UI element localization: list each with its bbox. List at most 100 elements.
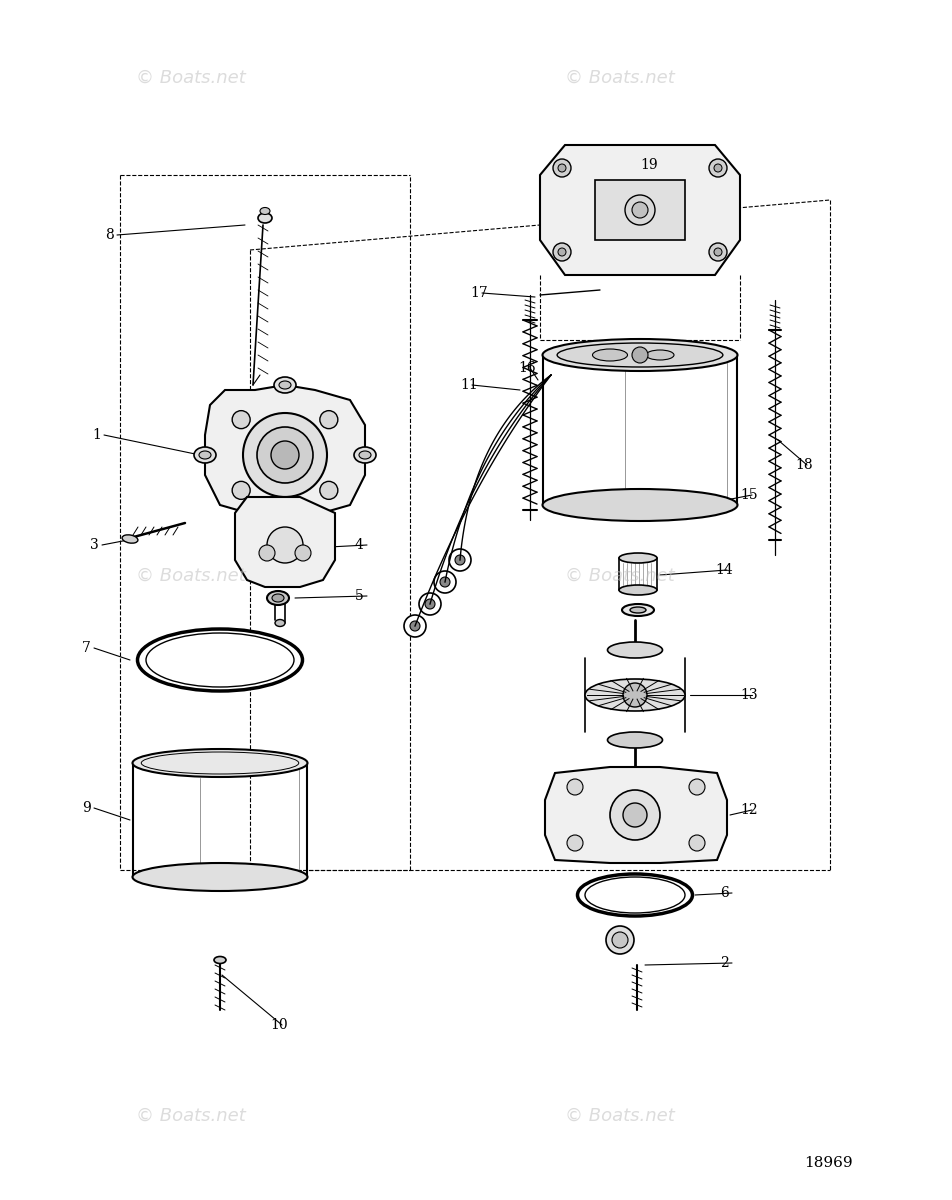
Text: 2: 2 — [720, 956, 728, 970]
Ellipse shape — [132, 749, 307, 778]
Circle shape — [409, 622, 420, 631]
Ellipse shape — [258, 214, 271, 223]
Text: 14: 14 — [714, 563, 732, 577]
Circle shape — [404, 616, 426, 637]
Ellipse shape — [279, 516, 290, 524]
Ellipse shape — [353, 446, 376, 463]
Text: 4: 4 — [355, 538, 364, 552]
Polygon shape — [594, 180, 684, 240]
Ellipse shape — [585, 877, 684, 913]
Ellipse shape — [577, 874, 692, 916]
Circle shape — [232, 410, 249, 428]
Text: © Boats.net: © Boats.net — [564, 1106, 674, 1124]
Circle shape — [425, 599, 434, 610]
Ellipse shape — [629, 607, 645, 613]
Circle shape — [433, 571, 455, 593]
Circle shape — [609, 790, 660, 840]
Polygon shape — [545, 767, 726, 863]
Text: 1: 1 — [92, 428, 101, 442]
Circle shape — [320, 410, 338, 428]
Text: 12: 12 — [739, 803, 757, 817]
Ellipse shape — [645, 350, 673, 360]
Circle shape — [558, 164, 565, 172]
Circle shape — [566, 835, 583, 851]
Polygon shape — [205, 385, 365, 520]
Text: 18969: 18969 — [803, 1156, 852, 1170]
Text: © Boats.net: © Boats.net — [564, 70, 674, 88]
Ellipse shape — [271, 594, 284, 602]
Ellipse shape — [557, 343, 723, 367]
Circle shape — [267, 527, 303, 563]
Ellipse shape — [267, 590, 288, 605]
Circle shape — [713, 164, 722, 172]
Ellipse shape — [146, 634, 293, 686]
Ellipse shape — [275, 593, 285, 601]
Circle shape — [623, 683, 646, 707]
Circle shape — [232, 481, 249, 499]
Text: 17: 17 — [469, 286, 487, 300]
Text: 16: 16 — [518, 361, 535, 374]
Polygon shape — [235, 497, 335, 587]
Text: © Boats.net: © Boats.net — [564, 568, 674, 586]
Circle shape — [688, 835, 704, 851]
Ellipse shape — [622, 604, 653, 616]
Circle shape — [713, 248, 722, 256]
Circle shape — [243, 413, 327, 497]
Circle shape — [259, 545, 275, 562]
Polygon shape — [540, 145, 739, 275]
Circle shape — [558, 248, 565, 256]
Circle shape — [625, 196, 654, 226]
Text: 11: 11 — [460, 378, 477, 392]
Ellipse shape — [122, 535, 138, 544]
Circle shape — [270, 442, 299, 469]
Text: 10: 10 — [269, 1018, 288, 1032]
Ellipse shape — [137, 629, 302, 691]
Text: © Boats.net: © Boats.net — [135, 70, 246, 88]
Ellipse shape — [619, 553, 656, 563]
Circle shape — [611, 932, 627, 948]
Circle shape — [448, 550, 470, 571]
Ellipse shape — [274, 377, 296, 394]
Ellipse shape — [585, 679, 684, 710]
Circle shape — [688, 779, 704, 794]
Ellipse shape — [274, 512, 296, 528]
Circle shape — [257, 427, 312, 484]
Circle shape — [566, 779, 583, 794]
Circle shape — [552, 244, 570, 262]
Text: 13: 13 — [739, 688, 757, 702]
Ellipse shape — [275, 619, 285, 626]
Ellipse shape — [542, 340, 737, 371]
Ellipse shape — [606, 642, 662, 658]
Circle shape — [708, 244, 726, 262]
Ellipse shape — [619, 586, 656, 595]
Ellipse shape — [592, 349, 626, 361]
Circle shape — [631, 347, 647, 364]
Ellipse shape — [606, 732, 662, 748]
Ellipse shape — [260, 208, 269, 215]
Circle shape — [708, 160, 726, 178]
Ellipse shape — [199, 451, 210, 460]
Circle shape — [631, 202, 647, 218]
Text: 6: 6 — [720, 886, 728, 900]
Circle shape — [605, 926, 633, 954]
Ellipse shape — [194, 446, 216, 463]
Text: © Boats.net: © Boats.net — [135, 568, 246, 586]
Ellipse shape — [214, 956, 226, 964]
Circle shape — [295, 545, 310, 562]
Text: 8: 8 — [105, 228, 113, 242]
Text: © Boats.net: © Boats.net — [135, 1106, 246, 1124]
Circle shape — [419, 593, 441, 616]
Text: 3: 3 — [89, 538, 99, 552]
Text: 9: 9 — [82, 802, 90, 815]
Ellipse shape — [132, 863, 307, 890]
Text: 7: 7 — [82, 641, 90, 655]
Text: 15: 15 — [739, 488, 757, 502]
Circle shape — [552, 160, 570, 178]
Circle shape — [440, 577, 449, 587]
Ellipse shape — [542, 490, 737, 521]
Ellipse shape — [359, 451, 370, 460]
Circle shape — [623, 803, 646, 827]
Text: 18: 18 — [794, 458, 812, 472]
Text: 5: 5 — [355, 589, 364, 604]
Ellipse shape — [279, 382, 290, 389]
